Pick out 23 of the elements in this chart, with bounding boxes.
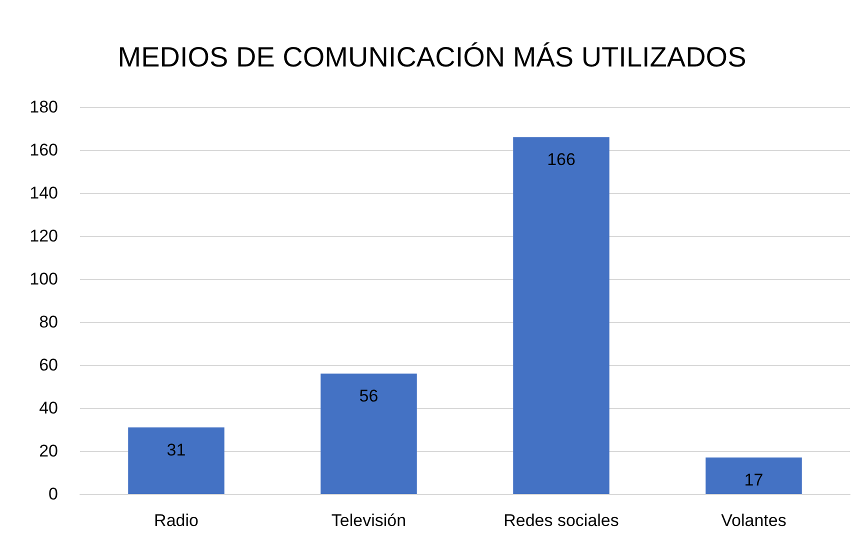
y-tick-label: 20 bbox=[39, 442, 58, 460]
data-label: 17 bbox=[744, 470, 764, 490]
bar bbox=[320, 374, 417, 494]
y-tick-label: 160 bbox=[30, 140, 58, 160]
y-tick-label: 40 bbox=[39, 398, 58, 418]
bar bbox=[128, 427, 224, 494]
y-tick-label: 120 bbox=[30, 226, 58, 246]
x-tick-label: Redes sociales bbox=[504, 511, 619, 530]
data-label: 31 bbox=[166, 440, 186, 460]
x-tick-label: Televisión bbox=[331, 511, 406, 530]
data-label: 166 bbox=[547, 150, 576, 170]
y-tick-label: 80 bbox=[39, 312, 58, 332]
bar bbox=[706, 457, 802, 494]
y-tick-label: 60 bbox=[39, 356, 58, 374]
bar bbox=[513, 137, 610, 494]
data-label: 56 bbox=[359, 386, 378, 406]
y-tick-label: 0 bbox=[48, 484, 58, 504]
x-tick-label: Volantes bbox=[721, 511, 786, 530]
chart-title: MEDIOS DE COMUNICACIÓN MÁS UTILIZADOS bbox=[118, 42, 746, 72]
y-tick-label: 100 bbox=[30, 270, 58, 288]
y-tick-label: 180 bbox=[30, 98, 58, 116]
y-tick-label: 140 bbox=[30, 184, 58, 202]
x-tick-label: Radio bbox=[154, 511, 198, 530]
